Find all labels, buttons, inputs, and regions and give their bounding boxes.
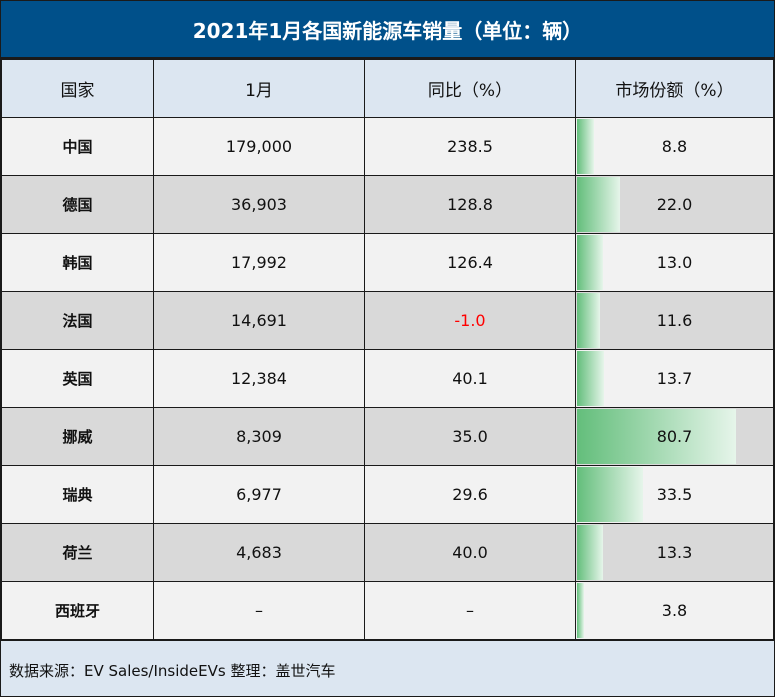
country-cell: 瑞典 [1, 465, 154, 524]
yoy-cell: 40.1 [364, 349, 576, 408]
table-row: 中国 179,000 238.5 8.8 [1, 117, 774, 176]
share-value: 22.0 [656, 195, 693, 214]
header-yoy: 同比（%） [364, 59, 576, 118]
share-value: 13.0 [656, 253, 693, 272]
table-row: 德国 36,903 128.8 22.0 [1, 175, 774, 234]
jan-sales-cell: 6,977 [153, 465, 365, 524]
table-row: 瑞典 6,977 29.6 33.5 [1, 465, 774, 524]
yoy-cell: 35.0 [364, 407, 576, 466]
jan-sales-cell: 17,992 [153, 233, 365, 292]
table-row: 西班牙 – –3.8 [1, 581, 774, 640]
share-value: 11.6 [656, 311, 693, 330]
header-share: 市场份额（%） [575, 59, 774, 118]
yoy-cell: 128.8 [364, 175, 576, 234]
country-cell: 西班牙 [1, 581, 154, 640]
share-databar [577, 177, 621, 232]
share-databar [577, 583, 585, 638]
share-value: 33.5 [656, 485, 693, 504]
country-cell: 韩国 [1, 233, 154, 292]
share-cell: 13.7 [575, 349, 774, 408]
jan-sales-cell: 8,309 [153, 407, 365, 466]
table-row: 法国 14,691 -1.0 11.6 [1, 291, 774, 350]
share-databar [577, 525, 604, 580]
country-cell: 德国 [1, 175, 154, 234]
share-databar [577, 235, 603, 290]
share-value: 3.8 [661, 601, 688, 620]
share-value: 13.7 [656, 369, 693, 388]
share-databar [577, 119, 595, 174]
source-footer: 数据来源：EV Sales/InsideEVs 整理：盖世汽车 [1, 640, 774, 696]
jan-sales-cell: 36,903 [153, 175, 365, 234]
share-cell: 13.3 [575, 523, 774, 582]
share-cell: 33.5 [575, 465, 774, 524]
sales-table: 国家 1月 同比（%） 市场份额（%） 中国 179,000 238.5 8.8 德国 3… [1, 59, 774, 640]
share-databar [577, 293, 600, 348]
header-row: 国家 1月 同比（%） 市场份额（%） [1, 59, 774, 118]
share-databar [577, 351, 604, 406]
share-value: 13.3 [656, 543, 693, 562]
jan-sales-cell: – [153, 581, 365, 640]
share-cell: 3.8 [575, 581, 774, 640]
yoy-cell: -1.0 [364, 291, 576, 350]
yoy-cell: 40.0 [364, 523, 576, 582]
share-cell: 22.0 [575, 175, 774, 234]
share-cell: 13.0 [575, 233, 774, 292]
yoy-cell: 238.5 [364, 117, 576, 176]
country-cell: 英国 [1, 349, 154, 408]
header-country: 国家 [1, 59, 154, 118]
share-value: 8.8 [661, 137, 688, 156]
jan-sales-cell: 12,384 [153, 349, 365, 408]
table-row: 荷兰 4,683 40.0 13.3 [1, 523, 774, 582]
yoy-cell: 29.6 [364, 465, 576, 524]
country-cell: 中国 [1, 117, 154, 176]
table-row: 挪威 8,309 35.0 80.7 [1, 407, 774, 466]
table-title: 2021年1月各国新能源车销量（单位：辆） [1, 1, 774, 59]
header-jan: 1月 [153, 59, 365, 118]
jan-sales-cell: 179,000 [153, 117, 365, 176]
share-cell: 80.7 [575, 407, 774, 466]
share-databar [577, 409, 736, 464]
share-databar [577, 467, 643, 522]
country-cell: 法国 [1, 291, 154, 350]
table-row: 韩国 17,992 126.4 13.0 [1, 233, 774, 292]
share-cell: 8.8 [575, 117, 774, 176]
yoy-cell: 126.4 [364, 233, 576, 292]
yoy-cell: – [364, 581, 576, 640]
share-cell: 11.6 [575, 291, 774, 350]
share-value: 80.7 [656, 427, 693, 446]
jan-sales-cell: 14,691 [153, 291, 365, 350]
country-cell: 荷兰 [1, 523, 154, 582]
jan-sales-cell: 4,683 [153, 523, 365, 582]
table-row: 英国 12,384 40.1 13.7 [1, 349, 774, 408]
country-cell: 挪威 [1, 407, 154, 466]
